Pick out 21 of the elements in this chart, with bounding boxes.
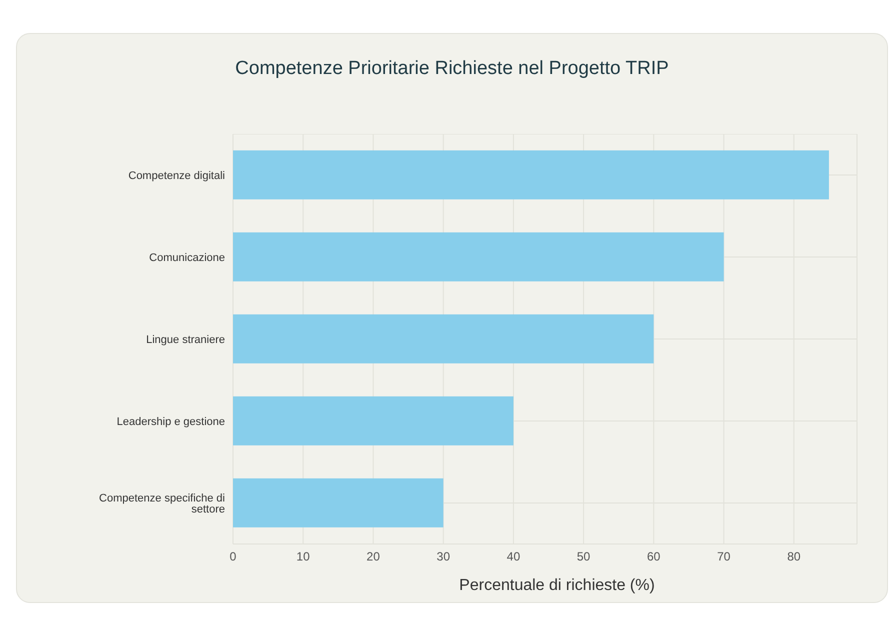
x-tick-label: 50 bbox=[576, 550, 591, 564]
chart-title: Competenze Prioritarie Richieste nel Progetto TRIP bbox=[234, 58, 670, 80]
bar bbox=[233, 150, 829, 200]
x-axis-title: Percentuale di richieste (%) bbox=[458, 577, 656, 595]
bar bbox=[233, 396, 514, 446]
x-tick-label: 10 bbox=[296, 550, 310, 564]
y-tick-label: Competenze specifiche di settore bbox=[99, 492, 225, 516]
y-tick-label: Lingue straniere bbox=[146, 334, 225, 346]
bar bbox=[233, 478, 444, 528]
x-tick-label: 0 bbox=[230, 550, 237, 564]
x-tick-label: 60 bbox=[646, 550, 661, 564]
x-tick-label: 80 bbox=[787, 550, 801, 564]
y-tick-label: Leadership e gestione bbox=[116, 416, 225, 428]
bar bbox=[233, 314, 654, 364]
x-tick-label: 20 bbox=[366, 550, 380, 564]
y-tick-label: Comunicazione bbox=[149, 252, 225, 264]
x-tick-label: 40 bbox=[506, 550, 520, 564]
y-tick-label: Competenze digitali bbox=[128, 170, 225, 182]
x-tick-label: 30 bbox=[436, 550, 450, 564]
bar bbox=[233, 232, 724, 282]
x-tick-label: 70 bbox=[717, 550, 731, 564]
